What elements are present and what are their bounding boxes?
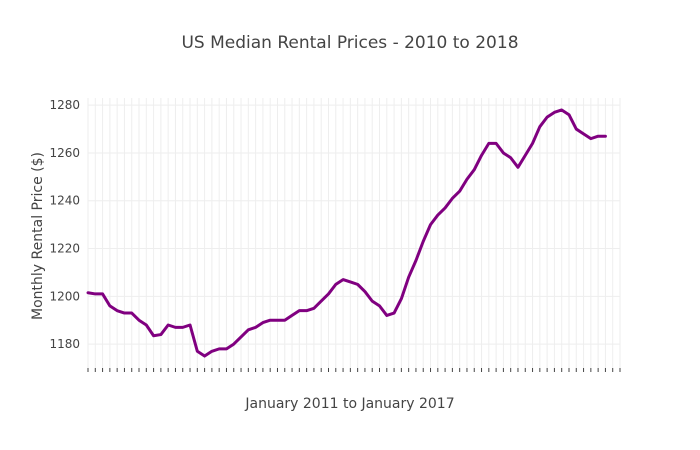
y-tick-label: 1240 — [49, 194, 80, 208]
chart-title: US Median Rental Prices - 2010 to 2018 — [181, 33, 519, 53]
x-axis-ticks — [87, 368, 621, 372]
vertical-gridlines — [87, 98, 621, 368]
y-tick-label: 1260 — [49, 146, 80, 160]
x-axis-title: January 2011 to January 2017 — [245, 396, 455, 412]
y-tick-label: 1220 — [49, 242, 80, 256]
y-tick-label: 1200 — [49, 289, 80, 303]
series-line — [86, 108, 607, 358]
y-tick-label: 1280 — [49, 98, 80, 112]
y-tick-label: 1180 — [49, 337, 80, 351]
horizontal-gridlines — [88, 104, 620, 345]
y-axis-title: Monthly Rental Price ($) — [30, 152, 46, 320]
series-layer — [86, 108, 607, 358]
y-axis-tick-labels: 1180 1200 1220 1240 1260 1280 — [49, 98, 80, 351]
